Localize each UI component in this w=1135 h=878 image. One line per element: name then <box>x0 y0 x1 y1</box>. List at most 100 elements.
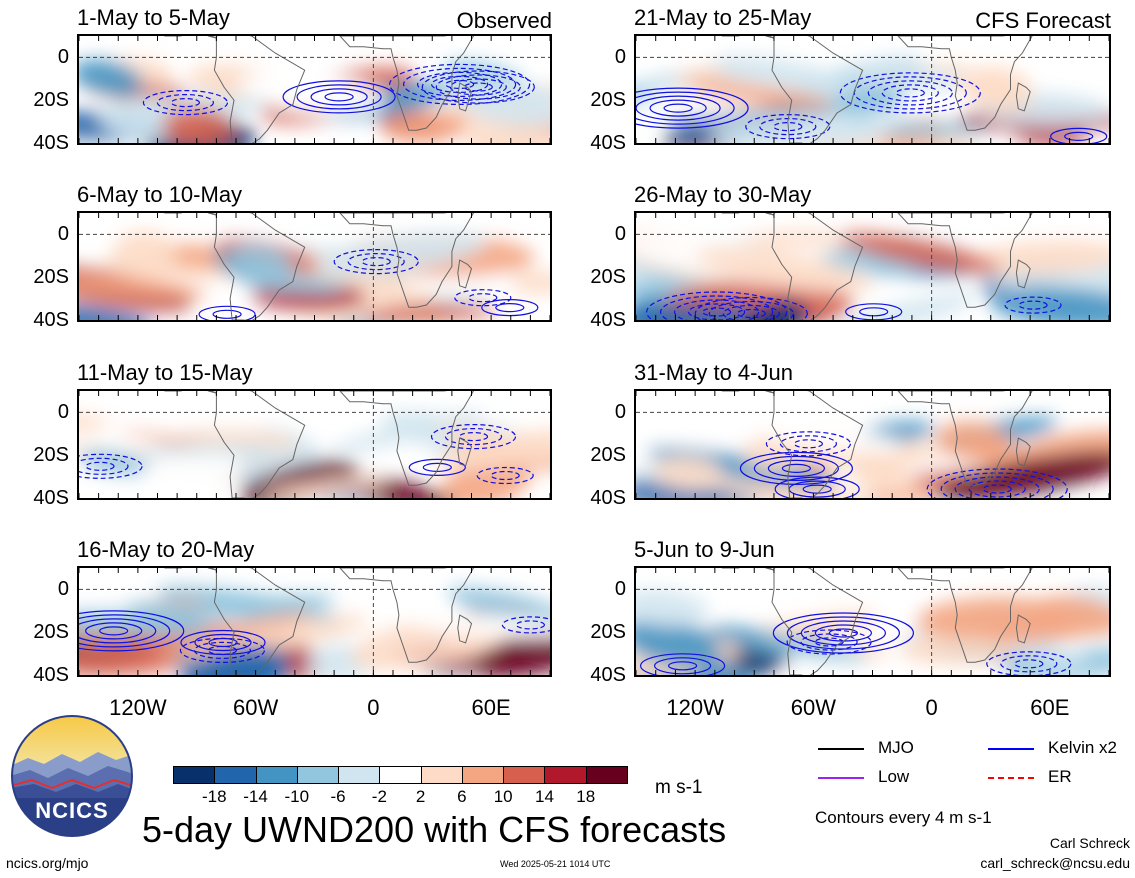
colorbar-tick-label: -2 <box>371 787 387 806</box>
anomaly-map <box>77 566 552 677</box>
anomaly-map <box>77 211 552 322</box>
lon-tick-label: 60E <box>471 695 511 720</box>
author-email[interactable]: carl_schreck@ncsu.edu <box>980 855 1130 871</box>
colorbar-swatch <box>214 766 257 784</box>
kelvin-contours <box>646 291 1062 320</box>
panel-date-range: 21-May to 25-May <box>634 5 812 30</box>
main-title: 5-day UWND200 with CFS forecasts <box>142 809 727 850</box>
panel-date-range: 1-May to 5-May <box>77 5 230 30</box>
colorbar-tick-label: 14 <box>534 787 554 806</box>
axis-ticks <box>636 568 1109 675</box>
ncics-logo: NCICS <box>10 714 134 838</box>
anomaly-field <box>636 391 1109 498</box>
anomaly-map <box>634 389 1111 500</box>
lat-tick-label: 40S <box>590 664 626 686</box>
legend-swatch <box>818 777 864 779</box>
anomaly-field <box>79 391 550 498</box>
panel-date-range: 6-May to 10-May <box>77 182 243 207</box>
lat-tick-label: 0 <box>57 578 69 601</box>
lat-tick-label: 0 <box>614 223 626 246</box>
anomaly-field <box>79 213 550 320</box>
axis-ticks <box>79 568 550 675</box>
lat-tick-label: 20S <box>33 266 69 289</box>
lat-tick-label: 40S <box>590 487 626 509</box>
lon-tick-label: 120W <box>109 695 167 720</box>
colorbar-swatch <box>461 766 505 784</box>
colorbar-ticks: -18 -14 -10 -6 -2 2 6 10 14 18 <box>173 788 627 808</box>
logo-text: NCICS <box>35 798 109 823</box>
legend-swatch <box>818 748 864 750</box>
colorbar-tick-label: -6 <box>330 787 346 806</box>
colorbar-tick-label: 10 <box>493 787 513 806</box>
lat-tick-label: 0 <box>57 401 69 424</box>
lat-tick-label: 0 <box>614 401 626 424</box>
kelvin-contours <box>142 63 535 116</box>
legend-swatch <box>988 748 1034 750</box>
kelvin-contours <box>198 248 539 320</box>
lon-tick-label: 0 <box>925 695 938 720</box>
anomaly-map <box>634 211 1111 322</box>
lat-tick-label: 20S <box>590 621 626 644</box>
colorbar-swatch <box>503 766 546 784</box>
anomaly-map <box>634 566 1111 677</box>
lon-tick-label: 60W <box>790 695 836 720</box>
panel-date-range: 5-Jun to 9-Jun <box>634 537 775 562</box>
colorbar-swatch <box>255 766 298 784</box>
colorbar-swatch <box>173 766 216 784</box>
anomaly-field <box>79 36 550 143</box>
colorbar-swatch <box>338 766 381 784</box>
panel-date-range: 16-May to 20-May <box>77 537 255 562</box>
colorbar-tick-label: -18 <box>201 787 227 806</box>
panel-source-tag: Observed <box>456 8 552 33</box>
anomaly-field <box>636 568 1109 675</box>
colorbar-tick-label: -10 <box>284 787 310 806</box>
lon-tick-label: 120W <box>666 695 724 720</box>
axis-ticks <box>79 391 550 498</box>
colorbar-swatch <box>420 766 463 784</box>
timestamp: Wed 2025-05-21 1014 UTC <box>500 859 611 869</box>
colorbar-swatches <box>173 766 628 784</box>
colorbar-tick-label: -14 <box>243 787 268 806</box>
lat-tick-label: 0 <box>57 223 69 246</box>
colorbar-swatch <box>379 766 422 784</box>
lat-tick-label: 40S <box>590 309 626 331</box>
colorbar-swatch <box>585 766 628 784</box>
anomaly-field <box>79 568 550 675</box>
lat-tick-label: 0 <box>57 46 69 69</box>
legend-label: Kelvin x2 <box>1048 738 1117 757</box>
colorbar: -18 -14 -10 -6 -2 2 6 10 14 18 <box>173 766 628 816</box>
legend-label: ER <box>1048 767 1072 786</box>
colorbar-unit: m s-1 <box>655 777 703 798</box>
lat-tick-label: 20S <box>33 621 69 644</box>
contour-note: Contours every 4 m s-1 <box>815 808 992 827</box>
colorbar-tick-label: 2 <box>415 787 426 806</box>
lat-tick-label: 20S <box>590 89 626 112</box>
lat-tick-label: 0 <box>614 578 626 601</box>
lat-tick-label: 40S <box>33 309 69 331</box>
lon-tick-label: 60W <box>233 695 279 720</box>
anomaly-field <box>636 36 1109 143</box>
lat-tick-label: 20S <box>590 444 626 467</box>
lat-tick-label: 40S <box>33 664 69 686</box>
axis-ticks <box>79 36 550 143</box>
anomaly-map <box>77 389 552 500</box>
lat-tick-label: 20S <box>33 444 69 467</box>
colorbar-tick-label: 6 <box>457 787 467 806</box>
panel-date-range: 31-May to 4-Jun <box>634 360 793 385</box>
colorbar-swatch <box>544 766 587 784</box>
legend-swatch <box>988 777 1034 779</box>
panel-date-range: 11-May to 15-May <box>77 360 253 385</box>
anomaly-map <box>634 34 1111 145</box>
lat-tick-label: 0 <box>614 46 626 69</box>
colorbar-tick-label: 18 <box>576 787 596 806</box>
colorbar-swatch <box>296 766 340 784</box>
anomaly-field <box>636 213 1109 320</box>
lat-tick-label: 20S <box>33 89 69 112</box>
site-url[interactable]: ncics.org/mjo <box>6 855 89 871</box>
lon-tick-label: 60E <box>1030 695 1070 720</box>
axis-ticks <box>636 213 1109 320</box>
anomaly-map <box>77 34 552 145</box>
legend-label: MJO <box>878 738 914 757</box>
lat-tick-label: 40S <box>33 487 69 509</box>
lat-tick-label: 40S <box>33 132 69 154</box>
